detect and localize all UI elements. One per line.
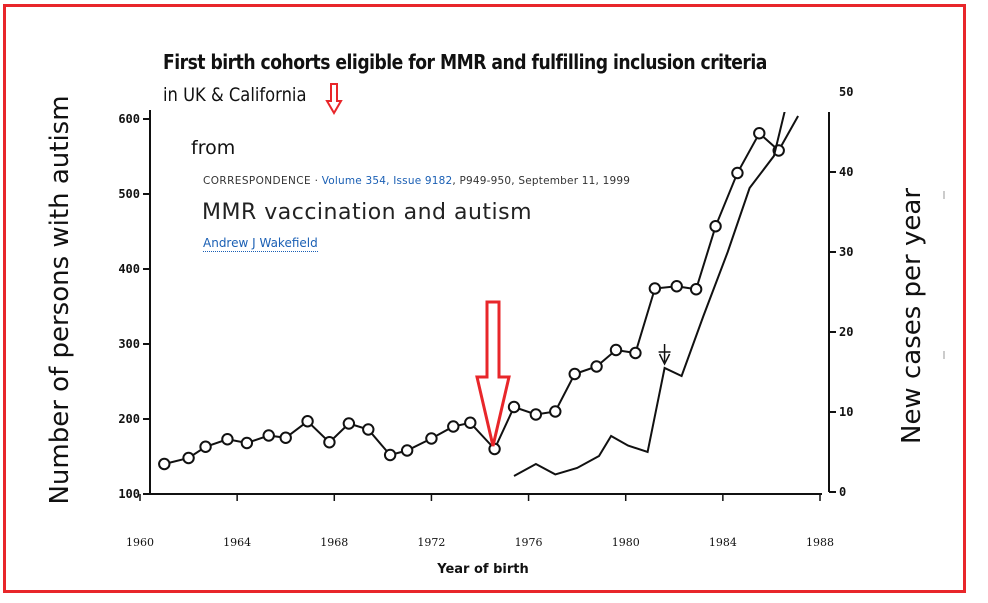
x-tick-label: 1988	[806, 536, 834, 549]
data-point-marker	[383, 448, 397, 462]
data-point-marker	[529, 408, 543, 421]
data-point-marker	[629, 346, 642, 360]
big-red-arrow	[475, 300, 511, 447]
from-label: from	[191, 137, 236, 159]
article-title: MMR vaccination and autism	[202, 200, 533, 225]
chart-title: First birth cohorts eligible for MMR and…	[163, 50, 767, 74]
data-point-marker	[425, 432, 438, 445]
citation-kind: CORRESPONDENCE	[203, 175, 312, 187]
citation-separator: ·	[311, 175, 322, 187]
x-tick-label: 1976	[515, 536, 543, 549]
y-tick-label-right-top: 50	[839, 85, 853, 99]
y-tick-label-right: 40	[839, 165, 853, 179]
y-tick-label-right: 10	[839, 405, 853, 419]
y-tick-label-left: 400	[118, 262, 140, 276]
data-point-marker	[670, 280, 683, 293]
series-line-autism-count	[164, 115, 799, 465]
data-point-marker	[279, 431, 292, 444]
subtitle-red-arrow	[325, 83, 343, 115]
data-point-marker	[507, 400, 521, 414]
data-point-marker	[549, 405, 562, 418]
data-point-marker	[323, 436, 336, 449]
data-point-marker	[182, 451, 195, 465]
x-tick-label: 1980	[612, 536, 640, 549]
data-point-marker	[731, 166, 744, 180]
y-tick-label-right: 0	[839, 485, 846, 499]
data-point-marker	[447, 420, 460, 433]
subtitle-text: in UK & California	[163, 84, 307, 106]
data-point-marker	[464, 416, 477, 429]
data-point-marker	[342, 417, 356, 430]
data-point-marker	[301, 415, 314, 428]
data-point-marker	[709, 220, 722, 233]
data-point-marker	[158, 457, 171, 471]
x-tick-label: 1960	[126, 536, 154, 549]
y-tick-label-left: 100	[118, 487, 140, 501]
y-tick-label-left: 600	[118, 112, 140, 126]
series-line-new-cases	[513, 112, 786, 477]
data-point-marker	[400, 444, 414, 457]
y-tick-label-left: 500	[118, 187, 140, 201]
y-tick-label-left: 300	[118, 337, 140, 351]
data-point-marker	[362, 423, 375, 436]
x-tick-label: 1972	[417, 536, 445, 549]
data-point-marker	[609, 343, 623, 357]
author-link[interactable]: Andrew J Wakefield	[203, 236, 318, 252]
y-tick-label-right: 20	[839, 325, 853, 339]
data-point-marker	[568, 367, 581, 381]
data-point-marker	[689, 283, 703, 296]
x-tick-label: 1964	[223, 536, 251, 549]
data-point-marker	[262, 429, 275, 442]
x-tick-label: 1984	[709, 536, 737, 549]
chart-subtitle: in UK & California	[163, 84, 306, 106]
data-point-marker	[753, 127, 766, 140]
data-point-marker	[221, 433, 234, 446]
citation-volume-link[interactable]: Volume 354, Issue 9182	[321, 175, 453, 187]
y-tick-label-left: 200	[118, 412, 140, 426]
x-tick-label: 1968	[320, 536, 348, 549]
x-axis-label: Year of birth	[437, 562, 529, 577]
small-arrow-head	[658, 353, 671, 366]
data-point-marker	[590, 360, 603, 373]
data-point-marker	[199, 440, 212, 453]
y-tick-label-right: 30	[839, 245, 853, 259]
citation-rest: , P949-950, September 11, 1999	[452, 175, 631, 187]
citation-line: CORRESPONDENCE · Volume 354, Issue 9182,…	[203, 175, 630, 187]
red-frame	[3, 4, 966, 593]
data-point-marker	[240, 436, 254, 450]
data-point-marker	[648, 282, 662, 295]
